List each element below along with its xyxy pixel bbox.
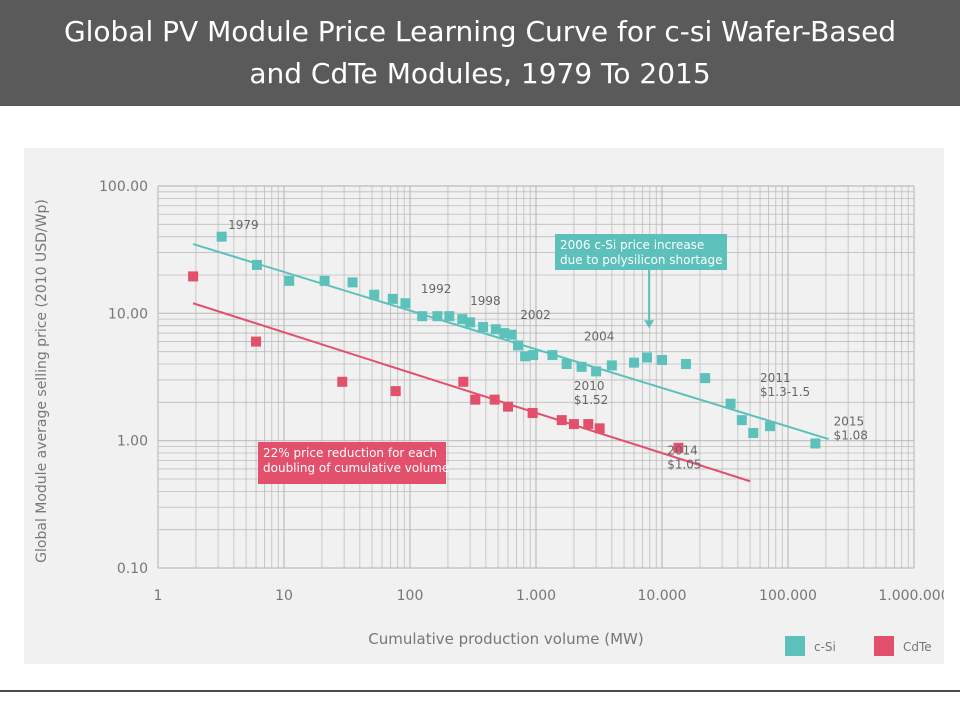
price-reduction-callout-text: doubling of cumulative volume [263,461,449,475]
c-si-data-point [465,317,476,328]
callout-arrow-head [644,320,655,329]
cdte-data-point [527,407,538,418]
polysilicon-callout-text: 2006 c-Si price increase [560,238,704,252]
cdte-data-point [556,415,567,426]
c-si-data-point [457,314,468,325]
c-si-data-point [736,415,747,426]
c-si-data-point [528,350,539,361]
page-title: Global PV Module Price Learning Curve fo… [63,15,897,90]
x-axis-label: Cumulative production volume (MW) [368,630,644,648]
learning-curve-chart: 100.00 10.00 1.00 0.10 1 10 100 1.000 10.000 100.… [34,179,950,656]
chart-panel: 100.00 10.00 1.00 0.10 1 10 100 1.000 10.000 100.… [24,148,950,664]
cdte-data-point [458,376,469,387]
y-tick-label: 0.10 [117,561,148,577]
c-si-data-point [700,373,711,384]
annotation-label: 2004 [584,330,615,344]
cdte-data-point [390,386,401,397]
cdte-data-point [489,394,500,405]
cdte-data-point [568,419,579,430]
bottom-divider [0,690,960,692]
annotation-label: 2011 [760,371,791,385]
x-tick-label: 10.000 [638,588,687,604]
c-si-data-point [478,322,489,333]
cdte-data-point [673,442,684,453]
c-si-data-point [432,311,443,322]
c-si-data-point [680,359,691,370]
cdte-data-point [594,423,605,434]
x-tick-label: 100.000 [759,588,817,604]
c-si-data-point [506,329,517,340]
c-si-data-point [347,277,358,288]
polysilicon-callout-text: due to polysilicon shortage [560,253,722,267]
cdte-data-point [251,336,262,347]
c-si-data-point [576,361,587,372]
c-si-data-point [657,355,667,366]
cdte-data-point [188,271,199,282]
y-tick-label: 100.00 [99,179,148,195]
price-reduction-callout-text: 22% price reduction for each [263,446,437,460]
c-si-data-point [499,328,510,339]
c-si-data-point [319,275,330,286]
c-si-data-point [251,259,262,270]
legend-label-cdte: CdTe [903,640,932,654]
c-si-data-point [641,352,652,363]
cdte-data-point [470,394,481,405]
x-tick-label: 100 [397,588,424,604]
y-axis-label: Global Module average selling price (201… [34,199,50,563]
c-si-data-point [591,366,602,377]
c-si-data-point [561,359,572,370]
c-si-data-point [216,231,227,242]
price-reduction-callout-box [258,442,446,484]
annotation-label: 2015 [834,415,865,429]
c-si-data-point [513,340,524,351]
c-si-data-point [629,357,640,368]
c-si-data-point [547,350,558,361]
c-si-data-point [400,298,411,309]
c-si-data-point [810,438,821,449]
c-si-data-point [417,311,428,322]
cdte-data-point [503,401,514,412]
legend-label-c-si: c-Si [814,640,836,654]
c-si-data-point [765,421,776,432]
polysilicon-callout-box [555,234,727,270]
x-tick-label: 1 [154,588,163,604]
c-si-data-point [606,360,617,371]
x-tick-label: 1.000.000 [878,588,944,604]
legend-swatch-cdte [874,636,894,656]
annotation-label: 1998 [470,294,501,308]
annotation-label: 2014 [667,443,698,457]
c-si-data-point [725,398,736,409]
y-tick-label: 1.00 [117,434,148,450]
c-si-data-point [444,311,455,322]
cdte-trend-line [192,302,751,483]
x-tick-label: 10 [275,588,293,604]
annotation-label: $1.05 [667,457,701,471]
annotation-label: $1.3-1.5 [760,385,810,399]
c-si-data-point [284,275,295,286]
title-bar: Global PV Module Price Learning Curve fo… [0,0,960,106]
c-si-data-point [490,324,501,335]
c-si-data-point [520,351,531,362]
x-tick-label: 1.000 [516,588,556,604]
c-si-data-point [748,427,759,438]
legend-swatch-c-si [785,636,805,656]
cdte-data-point [583,419,594,430]
c-si-trend-line [192,243,829,440]
annotation-label: 1992 [421,282,452,296]
annotation-label: $1.52 [574,393,608,407]
c-si-data-point [387,293,398,304]
c-si-data-point [369,289,380,300]
annotation-label: 2002 [520,308,551,322]
cdte-data-point [337,376,348,387]
y-tick-label: 10.00 [108,306,148,322]
annotation-label: 2010 [574,379,605,393]
annotation-label: 1979 [228,218,259,232]
annotation-label: $1.08 [834,429,868,443]
